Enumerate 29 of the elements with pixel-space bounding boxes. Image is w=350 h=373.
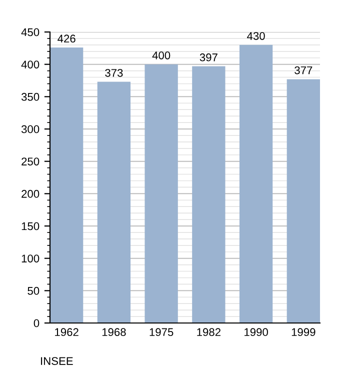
bar bbox=[192, 66, 226, 323]
y-tick-label: 450 bbox=[21, 28, 40, 36]
y-tick-label: 50 bbox=[28, 286, 40, 295]
y-tick-label: 300 bbox=[21, 125, 40, 134]
bar bbox=[239, 44, 273, 323]
y-tick-label: 350 bbox=[21, 92, 40, 101]
data-label: 377 bbox=[294, 66, 312, 74]
bar bbox=[286, 79, 320, 323]
y-tick-label: 200 bbox=[22, 190, 40, 198]
data-label: 373 bbox=[105, 68, 123, 77]
data-label: 397 bbox=[200, 53, 218, 62]
y-tick-label: 150 bbox=[22, 222, 40, 230]
bar bbox=[144, 64, 178, 323]
text: INSEE bbox=[41, 357, 73, 365]
y-tick-label: 0 bbox=[34, 319, 40, 328]
data-label: 430 bbox=[247, 32, 265, 40]
x-tick-label: 1975 bbox=[150, 328, 174, 336]
x-tick-label: 1982 bbox=[197, 328, 220, 336]
x-tick-label: 1990 bbox=[244, 328, 268, 336]
data-label: 426 bbox=[58, 34, 76, 43]
data-label: 400 bbox=[152, 51, 170, 60]
y-tick-label: 400 bbox=[21, 60, 40, 68]
y-tick-label: 100 bbox=[22, 254, 40, 262]
x-tick-label: 1968 bbox=[102, 328, 126, 336]
bar bbox=[50, 48, 84, 323]
bar bbox=[97, 82, 131, 323]
x-tick-label: 1962 bbox=[55, 328, 78, 336]
x-tick-label: 1999 bbox=[292, 328, 316, 336]
y-tick-label: 250 bbox=[22, 158, 40, 166]
